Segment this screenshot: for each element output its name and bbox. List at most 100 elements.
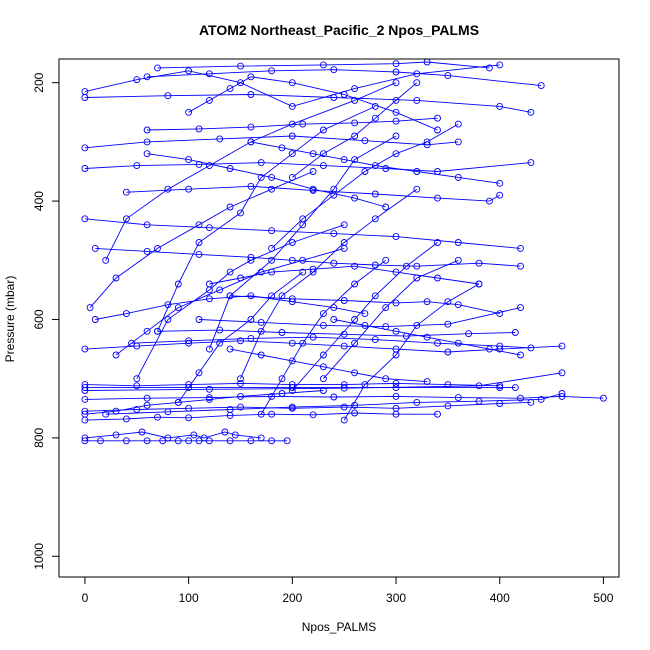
series-12 xyxy=(195,304,524,331)
point-4-3 xyxy=(268,392,276,400)
point-26-2 xyxy=(268,256,276,264)
point-25-2 xyxy=(195,239,203,246)
point-21-5 xyxy=(444,72,452,80)
point-7-0 xyxy=(102,410,110,418)
point-22-2 xyxy=(319,61,327,69)
series-20 xyxy=(81,91,535,116)
point-2-5 xyxy=(268,410,276,418)
series-line-43 xyxy=(250,141,500,184)
point-2-7 xyxy=(351,409,359,417)
series-line-39 xyxy=(292,82,418,178)
series-1 xyxy=(81,428,265,442)
series-line-30 xyxy=(89,171,314,308)
point-35-5 xyxy=(340,91,348,98)
series-group xyxy=(81,59,607,445)
point-4-2 xyxy=(205,394,213,402)
point-31-5 xyxy=(288,239,296,246)
point-26-5 xyxy=(351,156,359,164)
point-4-4 xyxy=(330,393,338,401)
point-29-0 xyxy=(319,375,327,383)
point-25-0 xyxy=(154,327,161,335)
y-tick-label-1: 400 xyxy=(32,191,46,211)
point-35-2 xyxy=(226,85,234,93)
series-line-40 xyxy=(209,265,480,285)
series-line-16 xyxy=(126,185,500,202)
series-42 xyxy=(226,345,431,386)
series-24 xyxy=(102,79,400,264)
series-line-35 xyxy=(188,76,438,131)
point-36-1 xyxy=(299,215,307,223)
point-40-5 xyxy=(392,268,400,276)
series-line-41 xyxy=(95,295,365,320)
point-20-2 xyxy=(247,91,255,98)
point-43-5 xyxy=(413,168,421,175)
point-34-1 xyxy=(361,381,369,389)
point-42-3 xyxy=(319,363,327,371)
point-38-3 xyxy=(268,173,276,181)
y-tick-label-4: 1000 xyxy=(32,543,46,570)
point-42-6 xyxy=(423,378,431,386)
series-0 xyxy=(81,437,291,445)
point-10-1 xyxy=(185,337,193,345)
point-39-4 xyxy=(392,96,400,104)
x-tick-label-4: 400 xyxy=(490,591,510,605)
x-tick-label-3: 300 xyxy=(386,591,406,605)
point-19-2 xyxy=(247,123,255,131)
point-13-4 xyxy=(423,298,431,306)
point-35-0 xyxy=(185,108,193,116)
series-35 xyxy=(185,73,441,134)
point-10-4 xyxy=(371,336,379,344)
point-37-0 xyxy=(112,351,120,359)
point-27-6 xyxy=(413,185,421,193)
point-31-1 xyxy=(164,316,172,323)
point-17-5 xyxy=(382,165,390,172)
point-16-2 xyxy=(247,182,255,190)
point-45-6 xyxy=(517,351,524,359)
point-12-4 xyxy=(444,320,452,328)
point-37-3 xyxy=(216,286,224,294)
point-24-1 xyxy=(122,215,130,223)
y-axis-label: Pressure (mbar) xyxy=(3,276,17,363)
point-25-4 xyxy=(257,173,265,181)
point-45-1 xyxy=(361,321,369,329)
point-35-6 xyxy=(392,108,400,116)
point-1-4 xyxy=(190,431,198,439)
point-13-6 xyxy=(496,310,504,318)
x-tick-label-5: 500 xyxy=(593,591,613,605)
point-32-5 xyxy=(299,268,307,276)
point-4-1 xyxy=(143,394,151,402)
point-1-1 xyxy=(112,431,120,439)
point-6-3 xyxy=(237,379,244,387)
series-45 xyxy=(330,316,524,359)
point-33-2 xyxy=(299,339,307,347)
point-33-0 xyxy=(257,410,265,418)
point-38-1 xyxy=(185,156,193,164)
point-42-0 xyxy=(226,345,234,353)
series-line-26 xyxy=(208,135,397,350)
point-6-5 xyxy=(340,381,348,389)
point-3-3 xyxy=(237,403,244,411)
series-28 xyxy=(288,239,441,394)
point-38-2 xyxy=(226,165,234,172)
point-19-4 xyxy=(351,119,359,127)
series-line-45 xyxy=(333,319,521,356)
point-28-2 xyxy=(351,316,359,323)
point-17-0 xyxy=(81,165,89,172)
point-21-3 xyxy=(330,66,338,74)
point-1-5 xyxy=(200,434,208,442)
point-24-7 xyxy=(392,79,400,87)
point-4-7 xyxy=(517,394,524,402)
point-39-0 xyxy=(288,173,296,181)
point-8-3 xyxy=(475,382,483,390)
series-line-42 xyxy=(230,348,428,383)
series-33 xyxy=(257,256,390,418)
point-40-1 xyxy=(237,274,244,282)
point-10-5 xyxy=(434,339,441,347)
series-line-10 xyxy=(131,336,531,349)
point-30-3 xyxy=(195,221,203,229)
point-16-7 xyxy=(496,191,504,199)
series-line-11 xyxy=(157,329,516,337)
series-line-22 xyxy=(157,61,490,69)
point-0-3 xyxy=(143,437,151,445)
point-28-5 xyxy=(434,239,441,246)
